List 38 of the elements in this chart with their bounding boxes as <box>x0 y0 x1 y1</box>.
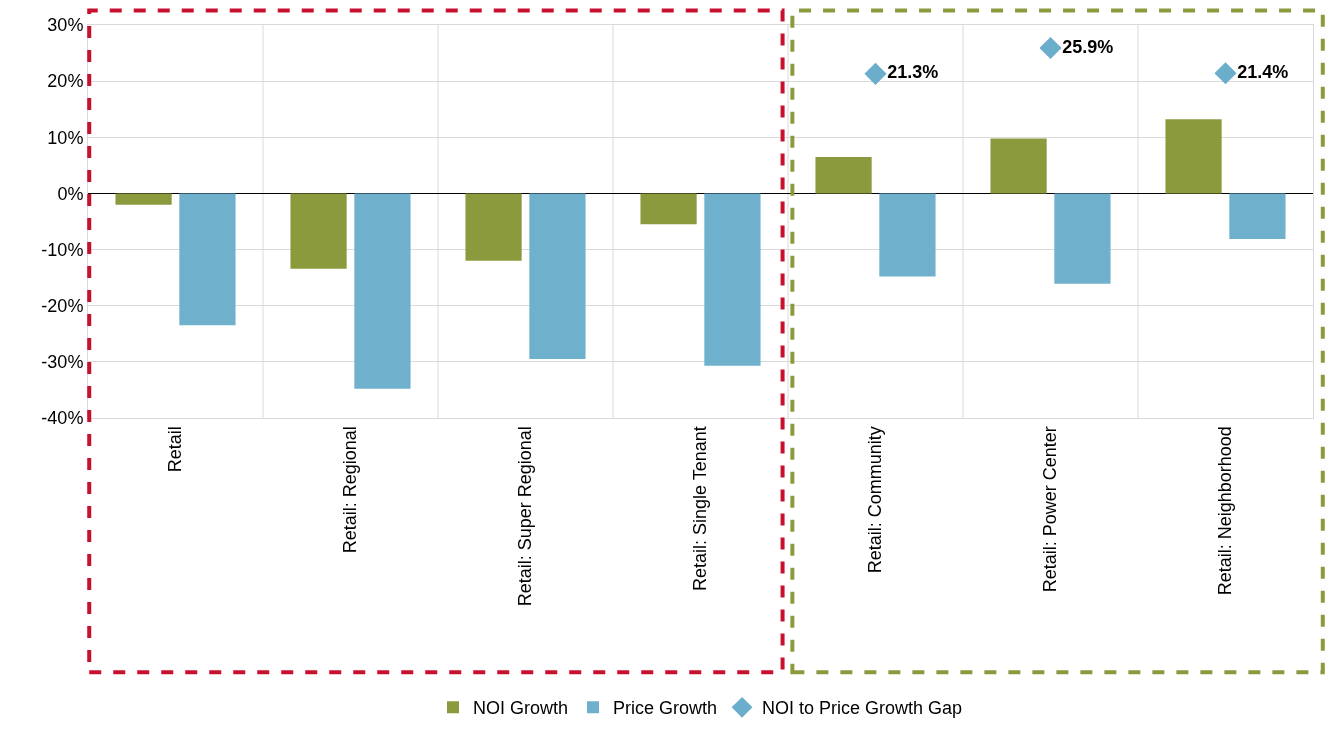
data-label: 21.3% <box>887 62 939 83</box>
y-tick-label: 20% <box>47 71 84 92</box>
bar <box>115 193 172 205</box>
bar <box>1165 119 1222 194</box>
y-tick-label: 0% <box>57 183 84 204</box>
bar <box>354 193 411 389</box>
y-tick-label: 30% <box>47 15 84 36</box>
data-label: 25.9% <box>1062 36 1114 57</box>
legend-label: Price Growth <box>613 698 718 719</box>
bar <box>640 193 697 225</box>
x-tick-label: Retail: Super Regional <box>515 426 536 607</box>
bar <box>529 193 586 360</box>
y-tick-label: -10% <box>41 239 84 260</box>
bar <box>990 138 1047 194</box>
legend-label: NOI to Price Growth Gap <box>762 698 963 719</box>
x-tick-label: Retail <box>165 426 186 473</box>
legend-label: NOI Growth <box>473 698 569 719</box>
bar <box>879 193 936 277</box>
point <box>864 62 887 85</box>
bar <box>179 193 236 326</box>
bar <box>465 193 522 261</box>
y-tick-label: 10% <box>47 127 84 148</box>
point <box>1039 36 1062 60</box>
y-tick-label: -30% <box>41 352 84 373</box>
x-tick-label: Retail: Regional <box>340 426 361 554</box>
x-tick-label: Retail: Single Tenant <box>690 426 711 591</box>
point <box>1214 62 1237 85</box>
y-tick-label: -20% <box>41 296 84 317</box>
bar <box>290 193 347 269</box>
x-tick-label: Retail: Community <box>865 426 886 574</box>
x-tick-label: Retail: Power Center <box>1040 426 1061 593</box>
bar <box>704 193 761 366</box>
data-label: 21.4% <box>1237 61 1289 82</box>
bar <box>815 156 872 194</box>
bar <box>1229 193 1286 239</box>
y-tick-label: -40% <box>41 408 84 429</box>
bar <box>1054 193 1111 284</box>
x-tick-label: Retail: Neighborhood <box>1215 426 1236 596</box>
